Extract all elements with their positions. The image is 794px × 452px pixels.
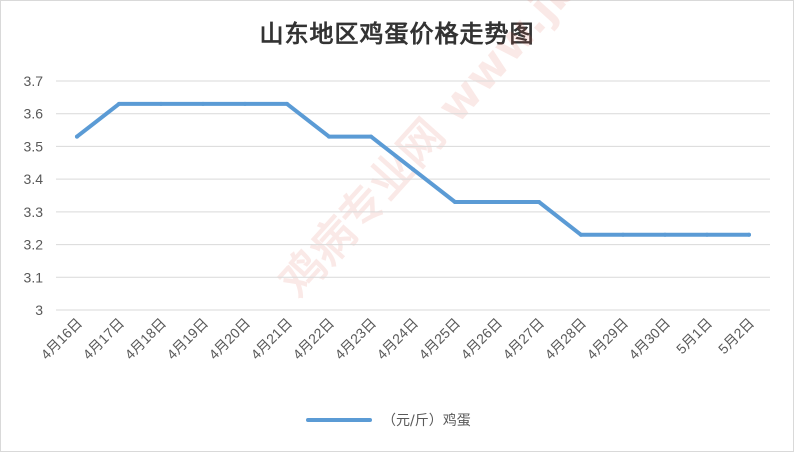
- data-point: [201, 101, 205, 106]
- x-tick-label: 4月30日: [625, 315, 673, 363]
- data-point: [747, 232, 751, 237]
- y-tick-label: 3.4: [24, 171, 44, 187]
- data-point: [663, 232, 667, 237]
- x-tick-label: 4月24日: [373, 315, 421, 363]
- data-point: [327, 134, 331, 139]
- data-point: [369, 134, 373, 139]
- x-tick-label: 4月28日: [541, 315, 589, 363]
- x-tick-label: 5月2日: [715, 315, 757, 357]
- x-tick-label: 4月22日: [289, 315, 337, 363]
- data-point: [705, 232, 709, 237]
- y-tick-label: 3.6: [24, 106, 44, 122]
- y-tick-label: 3.5: [24, 138, 44, 154]
- y-tick-label: 3.7: [24, 73, 44, 89]
- x-tick-label: 4月17日: [79, 315, 127, 363]
- data-point: [159, 101, 163, 106]
- data-point: [537, 200, 541, 205]
- x-tick-label: 4月16日: [37, 315, 85, 363]
- x-tick-label: 4月19日: [163, 315, 211, 363]
- y-axis-ticks: 3.7 3.6 3.5 3.4 3.3 3.2 3.1 3: [24, 73, 44, 318]
- watermark: 鸡病专业网 www.jbzyw.com: [270, 0, 729, 307]
- watermark-text: 鸡病专业网 www.jbzyw.com: [270, 0, 729, 307]
- data-point: [453, 200, 457, 205]
- data-point: [579, 232, 583, 237]
- data-point: [243, 101, 247, 106]
- data-point: [495, 200, 499, 205]
- data-point: [117, 101, 121, 106]
- x-axis-ticks: 4月16日4月17日4月18日4月19日4月20日4月21日4月22日4月23日…: [37, 315, 757, 363]
- x-tick-label: 4月26日: [457, 315, 505, 363]
- x-tick-label: 4月27日: [499, 315, 547, 363]
- x-tick-label: 4月18日: [121, 315, 169, 363]
- legend: （元/斤）鸡蛋: [306, 412, 471, 429]
- data-point: [621, 232, 625, 237]
- data-point: [285, 101, 289, 106]
- series-layer: [75, 101, 751, 237]
- gridlines: [56, 80, 770, 311]
- chart-title: 山东地区鸡蛋价格走势图: [259, 20, 535, 48]
- x-tick-label: 4月29日: [583, 315, 631, 363]
- x-tick-label: 4月25日: [415, 315, 463, 363]
- x-tick-label: 4月20日: [205, 315, 253, 363]
- data-point: [411, 167, 415, 172]
- x-tick-label: 4月21日: [247, 315, 295, 363]
- legend-label: （元/斤）鸡蛋: [382, 412, 471, 429]
- data-point: [75, 134, 79, 139]
- y-tick-label: 3.2: [24, 237, 44, 253]
- y-tick-label: 3: [35, 302, 43, 318]
- y-tick-label: 3.3: [24, 204, 44, 220]
- y-tick-label: 3.1: [24, 269, 44, 285]
- x-tick-label: 4月23日: [331, 315, 379, 363]
- x-tick-label: 5月1日: [673, 315, 715, 357]
